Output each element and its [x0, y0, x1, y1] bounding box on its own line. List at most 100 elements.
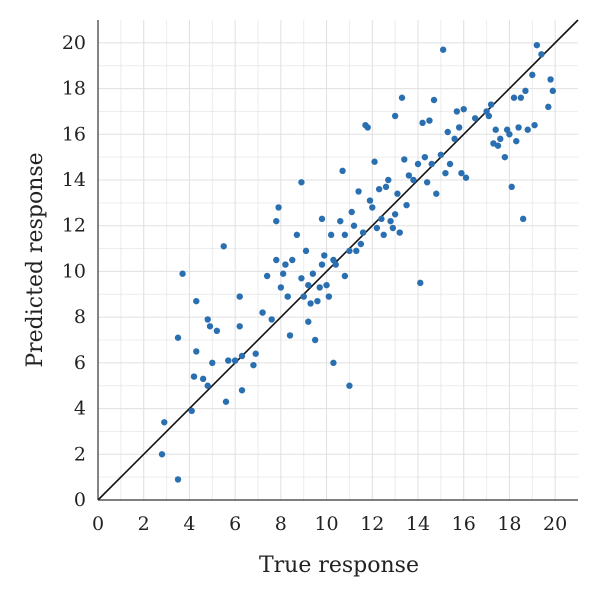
data-point [414, 160, 422, 168]
data-point [298, 179, 305, 186]
data-point [398, 94, 406, 101]
data-points [158, 41, 557, 483]
data-point [209, 359, 216, 367]
y-tick-label: 2 [74, 443, 86, 465]
data-point [547, 76, 554, 83]
data-point [510, 94, 518, 101]
data-point [293, 231, 301, 239]
data-point [318, 261, 326, 268]
y-tick-label: 18 [62, 78, 86, 100]
data-point [485, 112, 493, 120]
reference-line-group [97, 19, 579, 501]
x-tick-label: 8 [275, 513, 287, 535]
axes [97, 20, 578, 501]
data-point [522, 87, 529, 95]
y-tick-label: 0 [74, 489, 86, 511]
data-point [341, 272, 349, 280]
data-point [453, 108, 461, 115]
data-point [327, 231, 335, 239]
data-point [318, 215, 326, 223]
data-point [282, 261, 289, 268]
data-point [231, 357, 239, 364]
y-tick-label: 16 [62, 123, 86, 145]
data-point [364, 124, 371, 131]
data-point [389, 224, 397, 232]
data-point [179, 270, 186, 277]
data-point [325, 293, 333, 300]
data-point [494, 142, 502, 149]
data-point [380, 231, 387, 239]
data-point [369, 204, 376, 211]
data-point [238, 387, 246, 394]
y-axis-title: Predicted response [23, 152, 48, 367]
data-point [341, 231, 349, 239]
data-point [284, 293, 291, 300]
data-point [286, 332, 294, 339]
data-point [279, 270, 287, 277]
data-point [455, 124, 463, 131]
data-point [302, 247, 310, 255]
data-point [501, 153, 509, 161]
data-point [305, 281, 312, 289]
data-point [382, 183, 390, 191]
x-tick-label: 6 [229, 513, 241, 535]
data-point [405, 172, 413, 179]
data-point [204, 316, 211, 323]
data-point [373, 224, 381, 232]
data-point [394, 190, 401, 197]
data-point [277, 284, 285, 291]
data-point [222, 398, 230, 405]
x-tick-label: 20 [543, 513, 567, 535]
data-point [346, 247, 353, 255]
data-point [451, 135, 458, 143]
data-point [442, 169, 449, 177]
data-point [250, 361, 257, 369]
data-point [444, 128, 451, 136]
data-point [428, 160, 435, 168]
data-point [305, 318, 312, 325]
data-point [533, 41, 541, 49]
data-point [252, 350, 259, 357]
data-point [206, 323, 214, 330]
data-point [403, 201, 410, 209]
data-point [268, 316, 275, 323]
data-point [204, 382, 211, 389]
x-axis-title: True response [259, 553, 419, 578]
data-point [417, 279, 424, 287]
data-point [375, 185, 383, 193]
data-point [387, 217, 394, 225]
data-point [273, 217, 280, 225]
data-point [174, 476, 182, 483]
data-point [311, 336, 319, 344]
x-tick-labels: 0 2 4 6 8 10 12 14 16 18 20 [92, 513, 567, 535]
data-point [462, 174, 470, 181]
data-point [359, 229, 367, 236]
data-point [506, 131, 513, 138]
data-point [458, 169, 465, 177]
data-point [193, 348, 200, 355]
data-point [236, 293, 243, 300]
y-tick-label: 20 [62, 32, 86, 54]
data-point [419, 119, 426, 127]
data-point [401, 156, 408, 163]
data-point [346, 382, 353, 389]
data-point [332, 261, 339, 268]
data-point [519, 215, 527, 223]
data-point [339, 167, 346, 175]
data-point [487, 101, 495, 108]
data-point [316, 284, 323, 291]
data-point [353, 247, 360, 255]
data-point [330, 359, 337, 367]
data-point [515, 124, 522, 131]
data-point [538, 51, 545, 58]
data-point [289, 256, 296, 264]
data-point [513, 137, 520, 145]
data-point [378, 215, 385, 223]
data-point [238, 352, 246, 360]
x-tick-label: 12 [360, 513, 384, 535]
y-tick-labels: 0 2 4 6 8 10 12 14 16 18 20 [62, 32, 86, 511]
data-point [433, 190, 440, 197]
data-point [355, 188, 362, 195]
